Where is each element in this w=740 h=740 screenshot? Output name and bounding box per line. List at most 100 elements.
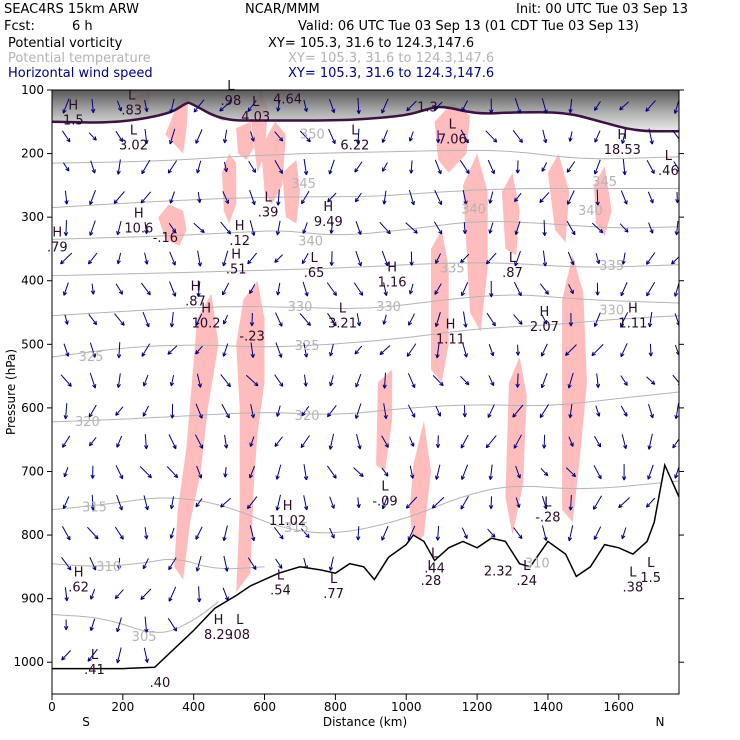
wind-arrow-40 [116, 159, 121, 175]
wind-arrow-196 [355, 221, 362, 235]
pv-region-16 [505, 357, 527, 536]
wind-arrow-176 [328, 98, 336, 114]
field-xy-pv: XY= 105.3, 31.6 to 124.3,147.6 [268, 36, 475, 51]
wind-arrow-140 [249, 465, 255, 479]
wind-arrow-153 [274, 374, 284, 387]
theta-contour-335 [52, 262, 679, 277]
wind-arrow-83 [169, 311, 175, 328]
high-pv-shading [52, 90, 679, 132]
wind-arrow-50 [115, 465, 124, 480]
wind-arrow-16 [64, 587, 69, 602]
theta-label-13: 315 [284, 521, 309, 536]
theta-label-16: 305 [132, 630, 157, 645]
x-axis-label: Distance (km) [323, 715, 407, 729]
extremum-type-34: H [74, 566, 84, 581]
extremum-type-22: H [201, 302, 211, 317]
y-tick-label-9: 1000 [13, 655, 44, 669]
wind-arrow-331 [591, 222, 604, 234]
wind-arrow-105 [194, 434, 204, 449]
wind-arrow-1 [61, 130, 71, 143]
theta-contour-310 [52, 558, 265, 570]
model-title: SEAC4RS 15km ARW [4, 2, 140, 17]
wind-arrow-192 [356, 97, 361, 115]
wind-arrow-376 [671, 256, 679, 265]
wind-arrow-211 [379, 221, 391, 235]
theta-label-15: 310 [525, 557, 550, 572]
wind-arrow-129 [250, 131, 255, 142]
extremum-value-16: .12 [229, 234, 250, 249]
extremum-type-17: H [231, 248, 241, 263]
wind-arrow-71 [144, 527, 149, 540]
wind-arrow-269 [487, 159, 495, 175]
wind-arrow-327 [594, 101, 601, 111]
wind-arrow-286 [514, 221, 521, 236]
wind-arrow-152 [275, 342, 283, 358]
wind-arrow-328 [594, 130, 601, 143]
wind-arrow-361 [648, 222, 654, 234]
extremum-type-7: L [351, 124, 359, 139]
wind-arrow-249 [435, 464, 441, 480]
wind-arrow-304 [541, 314, 548, 325]
wind-arrow-243 [434, 283, 442, 295]
extremum-value-36: .24 [516, 574, 537, 589]
wind-arrow-78 [167, 160, 178, 174]
wind-arrow-165 [301, 253, 309, 265]
wind-arrow-208 [381, 130, 388, 143]
extremum-value-30: -.28 [535, 511, 560, 526]
theta-contour-340 [52, 221, 679, 240]
wind-arrow-363 [646, 281, 656, 297]
wind-arrow-87 [168, 434, 177, 450]
wind-arrow-72 [142, 558, 149, 570]
extremum-type-13: H [323, 200, 333, 215]
wind-arrow-233 [409, 436, 415, 447]
extremum-type-12: L [264, 190, 272, 205]
extremum-type-21: H [191, 280, 201, 295]
wind-arrow-85 [169, 374, 175, 387]
wind-arrow-289 [513, 314, 523, 325]
pv-region-8 [282, 159, 300, 224]
wind-arrow-115 [220, 221, 232, 235]
wind-arrow-147 [276, 189, 281, 206]
extremum-type-31: L [431, 547, 439, 562]
extremum-type-2: L [227, 79, 235, 94]
init-time: Init: 00 UTC Tue 03 Sep 13 [516, 2, 689, 17]
wind-arrow-177 [328, 128, 336, 145]
wind-arrow-227 [409, 251, 414, 266]
wind-arrow-35 [90, 588, 96, 600]
wind-arrow-205 [356, 497, 361, 509]
wind-arrow-3 [64, 190, 69, 205]
y-tick-label-7: 800 [21, 528, 44, 542]
wind-arrow-339 [593, 465, 602, 480]
wind-arrow-7 [64, 314, 69, 325]
wind-arrow-325 [568, 494, 573, 511]
wind-arrow-55 [116, 617, 122, 633]
wind-arrow-79 [169, 191, 175, 204]
pv-region-17 [547, 153, 570, 243]
theta-label-10: 320 [75, 415, 100, 430]
wind-arrow-136 [250, 342, 255, 358]
wind-arrow-311 [542, 525, 548, 542]
wind-arrow-368 [647, 433, 653, 450]
wind-arrow-135 [249, 312, 255, 327]
extremum-value-15: -.16 [153, 231, 178, 246]
pv-region-13 [434, 102, 470, 173]
wind-arrow-293 [513, 434, 522, 449]
wind-arrow-307 [539, 404, 550, 419]
pv-region-12 [431, 229, 449, 383]
theta-label-11: 320 [295, 409, 320, 424]
wind-arrow-125 [222, 525, 228, 542]
field-xy-theta: XY= 105.3, 31.6 to 124.3,147.6 [288, 51, 495, 66]
wind-arrow-134 [249, 284, 256, 295]
extremum-type-40: H [214, 613, 224, 628]
wind-arrow-255 [462, 190, 468, 205]
wind-arrow-302 [542, 250, 548, 267]
wind-arrow-344 [622, 158, 627, 176]
pv-region-9 [236, 121, 254, 160]
wind-arrow-172 [303, 464, 309, 481]
extremum-type-42: L [91, 648, 99, 663]
extremum-value-25: 1.11 [618, 317, 647, 332]
extremum-value-18: .65 [304, 266, 325, 281]
theta-label-19: 345 [592, 175, 617, 190]
wind-arrow-228 [408, 283, 414, 295]
wind-arrow-278 [485, 435, 497, 449]
